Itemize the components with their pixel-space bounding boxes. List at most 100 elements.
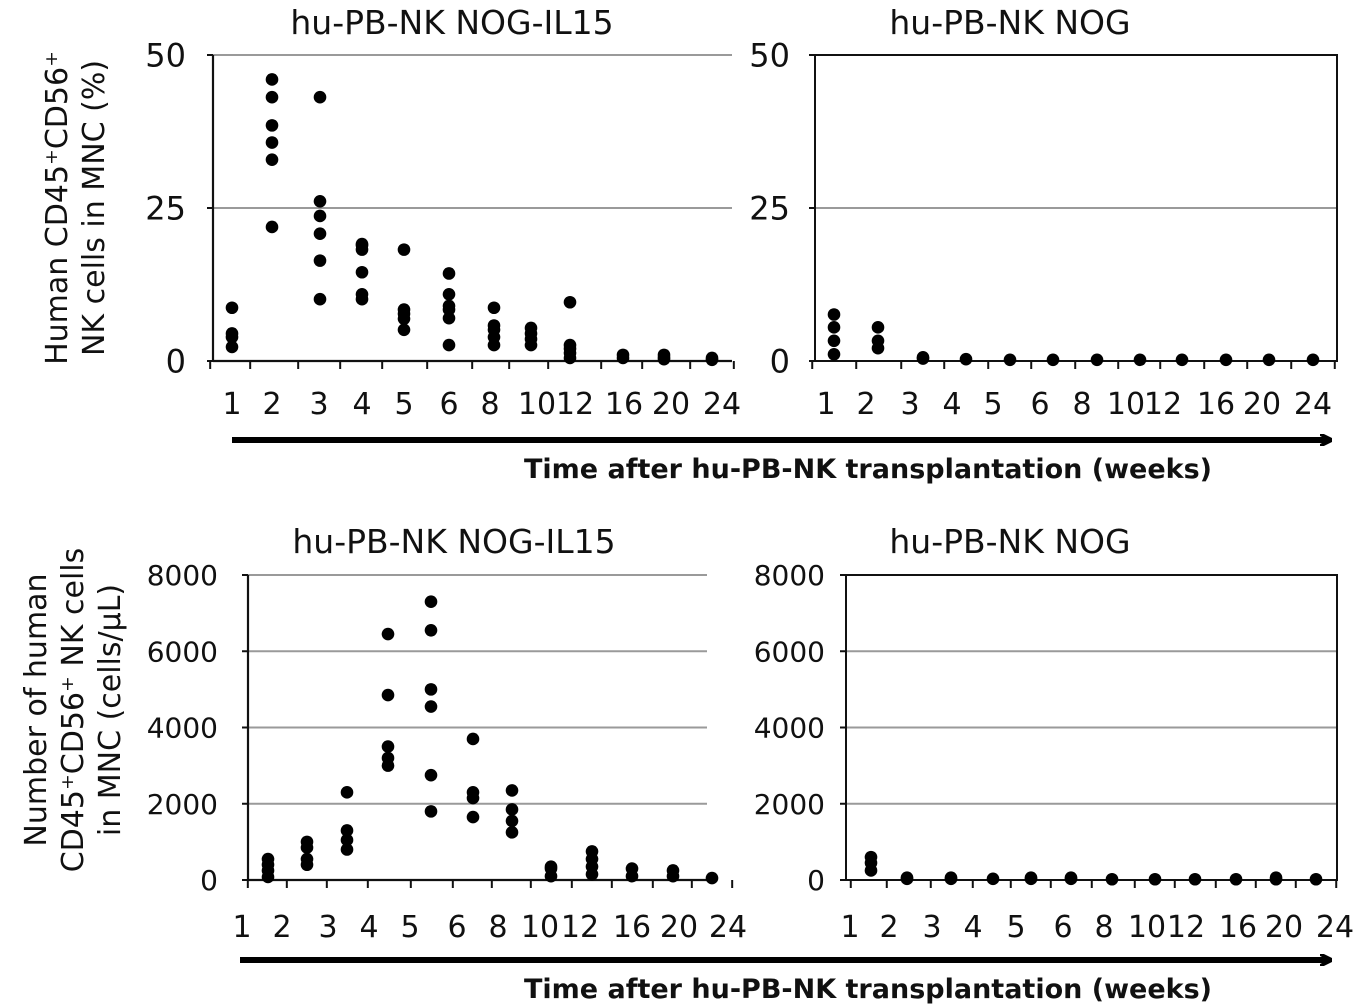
- data-point: [705, 351, 719, 365]
- data-point: [442, 267, 456, 280]
- data-point: [300, 852, 314, 866]
- x-tick-label: 8: [488, 910, 507, 945]
- data-point: [916, 351, 930, 364]
- x-tick-label: 4: [942, 387, 961, 422]
- y-tick-label: 0: [200, 864, 218, 897]
- data-point: [424, 700, 438, 713]
- data-point: [1229, 872, 1243, 886]
- data-point: [616, 348, 630, 362]
- x-tick-label: 12: [561, 910, 599, 945]
- x-tick-label: 24: [1294, 387, 1332, 422]
- data-point: [871, 321, 885, 334]
- x-tick-label: 20: [1243, 387, 1281, 422]
- data-point: [1133, 353, 1147, 367]
- y-tick-label: 4000: [754, 712, 825, 745]
- bottom-ylabel-line3: in MNC (cells/μL): [93, 584, 128, 836]
- data-point: [666, 864, 680, 877]
- data-point: [340, 833, 354, 847]
- x-tick-label: 6: [1053, 910, 1072, 945]
- data-point: [466, 732, 480, 746]
- data-point: [827, 334, 841, 348]
- data-point: [827, 347, 841, 361]
- data-point: [466, 786, 480, 799]
- data-point: [900, 871, 914, 885]
- y-tick-label: 0: [807, 864, 825, 897]
- data-point: [381, 688, 395, 702]
- y-tick-label: 25: [145, 190, 186, 228]
- data-point: [313, 292, 327, 306]
- data-point: [225, 340, 239, 354]
- data-point: [265, 136, 279, 149]
- y-tick-label: 0: [770, 343, 790, 381]
- data-point: [1024, 871, 1038, 885]
- x-tick-label: 16: [1219, 910, 1257, 945]
- data-point: [1105, 872, 1119, 886]
- x-tick-label: 12: [1144, 387, 1182, 422]
- x-tick-label: 2: [272, 910, 291, 945]
- data-point: [265, 90, 279, 104]
- y-tick-label: 6000: [754, 635, 825, 668]
- bottom-ylabel-line1: Number of human: [19, 573, 54, 846]
- data-point: [355, 265, 369, 279]
- x-tick-label: 6: [439, 387, 458, 422]
- y-tick-label: 50: [749, 37, 790, 75]
- data-point: [424, 768, 438, 782]
- data-point: [265, 153, 279, 166]
- data-point: [986, 872, 1000, 886]
- x-tick-label: 1: [816, 387, 835, 422]
- data-point: [313, 209, 327, 223]
- data-point: [381, 751, 395, 765]
- bottom-y-axis-label: Number of human CD45⁺CD56⁺ NK cells in M…: [19, 548, 128, 873]
- y-tick-label: 6000: [147, 635, 218, 668]
- data-point: [944, 871, 958, 885]
- data-point: [313, 194, 327, 208]
- data-point: [442, 287, 456, 301]
- x-tick-label: 4: [359, 910, 378, 945]
- x-tick-label: 6: [447, 910, 466, 945]
- top-ylabel-line2: NK cells in MNC (%): [77, 60, 112, 356]
- data-point: [261, 852, 275, 866]
- data-point: [1188, 872, 1202, 886]
- y-tick-label: 8000: [147, 559, 218, 592]
- x-tick-label: 2: [262, 387, 281, 422]
- data-point: [381, 740, 395, 753]
- x-tick-label: 1: [840, 910, 859, 945]
- data-point: [313, 227, 327, 241]
- panel-title: hu-PB-NK NOG-IL15: [292, 522, 615, 561]
- panel-title: hu-PB-NK NOG: [889, 522, 1130, 561]
- x-tick-label: 24: [709, 910, 747, 945]
- data-point: [1046, 353, 1060, 367]
- x-tick-label: 3: [922, 910, 941, 945]
- x-tick-label: 8: [1094, 910, 1113, 945]
- data-point: [265, 73, 279, 86]
- x-tick-label: 20: [652, 387, 690, 422]
- data-point: [544, 860, 558, 873]
- x-tick-label: 3: [900, 387, 919, 422]
- data-point: [265, 119, 279, 132]
- x-tick-label: 5: [400, 910, 419, 945]
- data-point: [505, 784, 519, 797]
- x-tick-label: 24: [703, 387, 741, 422]
- data-point: [466, 810, 480, 824]
- data-point: [397, 303, 411, 316]
- data-point: [355, 237, 369, 251]
- data-point: [563, 295, 577, 309]
- data-point: [505, 803, 519, 816]
- x-tick-label: 6: [1030, 387, 1049, 422]
- data-point: [265, 220, 279, 234]
- data-point: [442, 338, 456, 352]
- data-point: [340, 786, 354, 799]
- data-point: [871, 334, 885, 348]
- data-point: [313, 90, 327, 104]
- data-point: [397, 243, 411, 256]
- x-tick-label: 10: [1128, 910, 1166, 945]
- x-tick-label: 2: [879, 910, 898, 945]
- bottom-ylabel-line2: CD45⁺CD56⁺ NK cells: [56, 548, 91, 873]
- x-tick-label: 10: [1107, 387, 1145, 422]
- y-tick-label: 2000: [754, 788, 825, 821]
- data-point: [1306, 353, 1320, 367]
